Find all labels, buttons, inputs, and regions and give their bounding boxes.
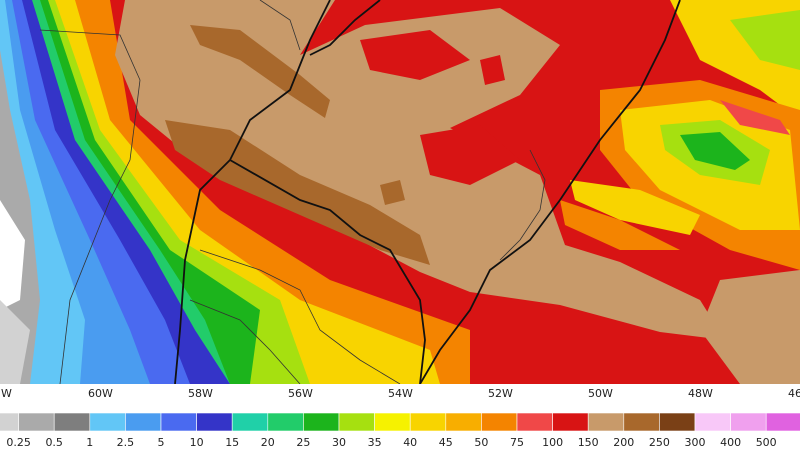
legend-swatch [160, 412, 197, 432]
legend-swatch [18, 412, 55, 432]
legend-swatch [587, 412, 625, 432]
legend-swatch [374, 412, 411, 432]
legend-label: 35 [368, 436, 382, 449]
legend-label: 250 [649, 436, 670, 449]
legend-label: 0.25 [6, 436, 31, 449]
legend-swatch [196, 412, 233, 432]
legend-label: 400 [720, 436, 741, 449]
legend-label: 10 [190, 436, 204, 449]
legend-label: 300 [685, 436, 706, 449]
legend-swatch [516, 412, 553, 432]
legend-swatch [303, 412, 340, 432]
legend-label: 45 [439, 436, 453, 449]
legend-label: 1 [86, 436, 93, 449]
legend-label: 150 [578, 436, 599, 449]
longitude-label: W [1, 387, 12, 400]
longitude-axis: W 60W 58W 56W 54W 52W 50W 48W 46 [1, 387, 800, 400]
legend-swatch [694, 412, 731, 432]
legend-swatch [659, 412, 696, 432]
legend-swatch [481, 412, 518, 432]
legend-label: 2.5 [117, 436, 135, 449]
longitude-label: 60W [88, 387, 113, 400]
legend-label: 30 [332, 436, 346, 449]
legend-swatch [53, 412, 91, 432]
legend-swatch [623, 412, 660, 432]
longitude-label: 54W [388, 387, 413, 400]
legend-label: 75 [510, 436, 524, 449]
legend-swatch [231, 412, 269, 432]
longitude-label: 50W [588, 387, 613, 400]
legend-swatch [765, 412, 800, 432]
legend-swatch [409, 412, 447, 432]
legend-swatch [89, 412, 126, 432]
legend-label: 50 [474, 436, 488, 449]
legend-swatch [552, 412, 589, 432]
longitude-label: 52W [488, 387, 513, 400]
legend-swatch [0, 412, 19, 432]
legend-label: 500 [756, 436, 777, 449]
legend-swatch [338, 412, 375, 432]
legend-label: 15 [225, 436, 239, 449]
color-legend: 0.25 0.5 1 2.5 5 10 15 20 25 30 35 40 45 50 75 100 150 20… [0, 412, 800, 449]
legend-label: 0.5 [45, 436, 63, 449]
legend-swatch [267, 412, 304, 432]
legend-label: 20 [261, 436, 275, 449]
longitude-label: 56W [288, 387, 313, 400]
longitude-label: 46 [788, 387, 800, 400]
legend-label: 200 [613, 436, 634, 449]
legend-label: 5 [158, 436, 165, 449]
precip-field [0, 0, 800, 384]
legend-swatch [445, 412, 482, 432]
legend-label: 25 [296, 436, 310, 449]
legend-label: 100 [542, 436, 563, 449]
legend-label: 40 [403, 436, 417, 449]
legend-swatch [125, 412, 162, 432]
longitude-label: 58W [188, 387, 213, 400]
longitude-label: 48W [688, 387, 713, 400]
legend-swatch [730, 412, 767, 432]
